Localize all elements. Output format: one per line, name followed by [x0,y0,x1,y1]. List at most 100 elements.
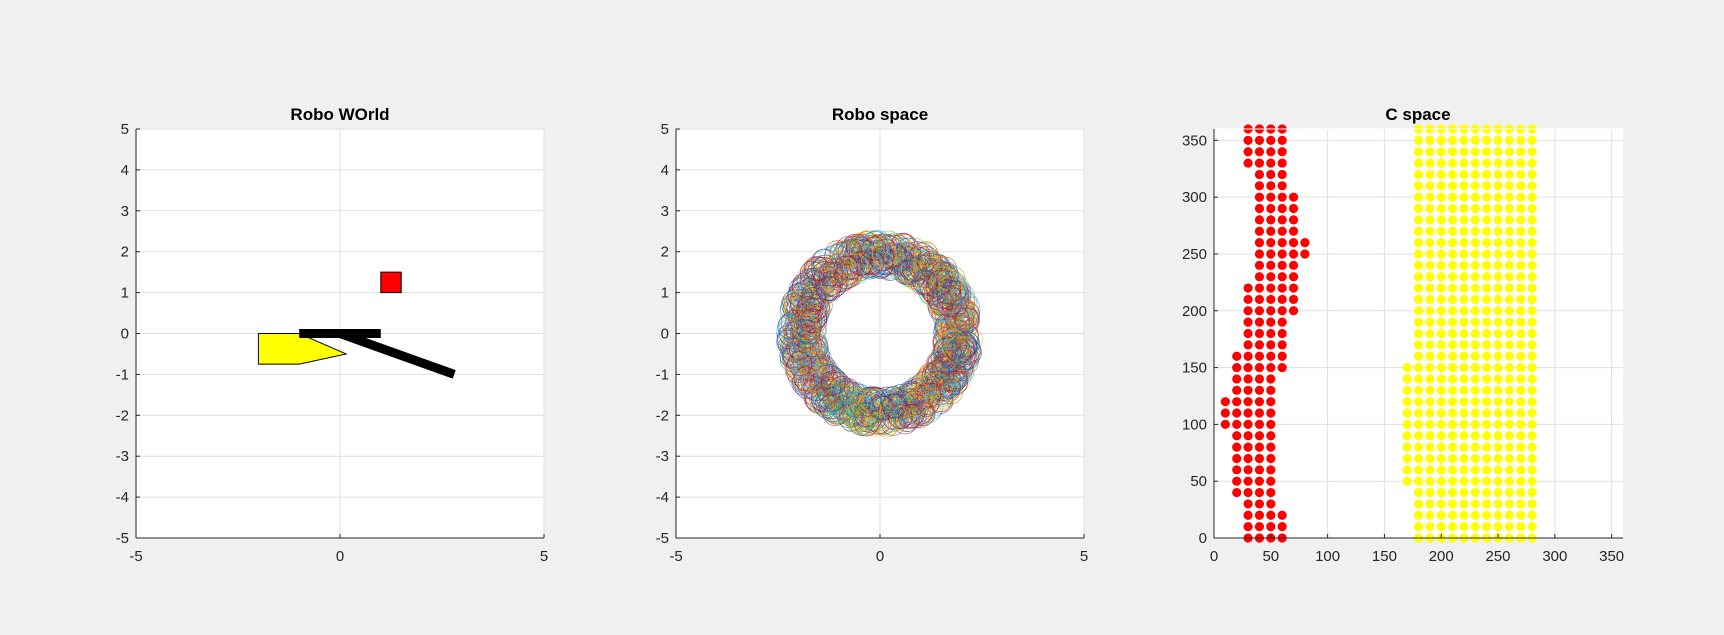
c-space-point [1266,453,1276,464]
c-space-point [1254,283,1265,293]
c-space-point [1459,135,1469,145]
robo-space-point [808,354,833,379]
c-space-point [1470,215,1480,225]
c-space-point [1436,340,1446,350]
c-space-point [1493,260,1503,270]
c-space-point [1266,397,1276,407]
c-space-point [1447,419,1458,429]
c-space-point [1413,465,1424,475]
c-space-point [1402,465,1412,475]
c-space-point [1516,294,1526,305]
robo-space-point [816,276,841,302]
c-space-point [1527,283,1537,293]
c-space-point [1504,238,1514,248]
c-space-point [1527,453,1537,464]
robo-world-y-tick-label: -5 [116,530,129,547]
c-space-point [1482,476,1492,486]
c-space-point [1470,147,1480,157]
c-space-point [1516,476,1526,486]
c-space-point [1413,419,1424,429]
c-space-point [1459,192,1469,202]
robo-space-point [788,334,813,360]
c-space-y-tick-label: 50 [1190,473,1207,490]
c-space-point [1277,147,1287,157]
robo-space-point [952,289,977,314]
c-space-point [1436,238,1446,248]
c-space-point [1266,283,1276,293]
c-space-point [1516,317,1526,327]
c-space-x-tick-label: 350 [1599,548,1624,565]
c-space-point [1288,226,1299,236]
robo-space-point [942,323,967,348]
c-space-point [1482,465,1492,475]
c-space-point [1266,419,1276,429]
robo-space-point [915,389,941,415]
c-space-point [1504,283,1514,293]
c-space-point [1447,499,1458,509]
c-space-point [1425,328,1435,339]
c-space-point [1527,226,1537,236]
robo-space-point [836,255,862,281]
c-space-point [1482,181,1492,191]
c-space-point [1413,442,1424,452]
c-space-y-tick-label: 100 [1182,416,1207,433]
robo-space-point [872,389,898,415]
c-space-point [1504,135,1514,145]
c-space-point [1266,158,1276,168]
c-space-point [1266,499,1276,509]
c-space-point [1504,181,1514,191]
c-space-point [1527,238,1537,248]
c-space-point [1493,385,1503,395]
c-space-ticks: 0 50 100 150 200 250 300 350 0 50 100 150 200 250 300 3… [1182,132,1624,565]
c-space-point [1277,260,1287,270]
robo-space-point [911,374,937,400]
robo-space-point [889,406,915,431]
c-space-point [1413,238,1424,248]
robo-space-point [910,253,936,279]
c-space-point [1470,238,1480,248]
c-space-point [1220,408,1230,418]
c-space-point [1254,181,1265,191]
c-space-point [1243,431,1253,441]
c-space-point [1493,272,1503,282]
c-space-point [1425,226,1435,236]
c-space-point [1288,272,1299,282]
robo-space-point [941,358,966,384]
c-space-point [1436,249,1446,259]
c-space-point [1459,203,1469,214]
c-space-point [1436,283,1446,293]
c-space-point [1516,226,1526,236]
c-space-point [1504,351,1514,361]
c-space-point [1527,476,1537,486]
c-space-point [1504,192,1514,202]
c-space-point [1504,203,1514,214]
c-space-point [1447,249,1458,259]
c-space-point [1504,340,1514,350]
c-space-point [1254,192,1265,202]
robo-space-point [848,407,873,432]
c-space-point [1425,499,1435,509]
c-space-point [1254,408,1265,418]
c-space-point [1254,385,1265,395]
c-space-point [1232,431,1242,441]
c-space-point [1527,374,1537,384]
robo-space-point [932,271,958,297]
c-space-point [1527,181,1537,191]
c-space-point [1243,442,1253,452]
c-space-point [1277,169,1287,180]
c-space-point [1516,397,1526,407]
robo-space-y-tick-label: 4 [661,162,669,179]
c-space-point [1482,385,1492,395]
c-space-point [1436,487,1446,498]
c-space-point [1516,408,1526,418]
c-space-point [1482,442,1492,452]
c-space-point [1277,238,1287,248]
c-space-point [1504,499,1514,509]
c-space-point [1527,203,1537,214]
robo-space-point [887,404,913,429]
c-space-point [1459,226,1469,236]
c-space-point [1470,397,1480,407]
c-space-point [1447,215,1458,225]
c-space-point [1254,397,1265,407]
c-space-point [1266,408,1276,418]
